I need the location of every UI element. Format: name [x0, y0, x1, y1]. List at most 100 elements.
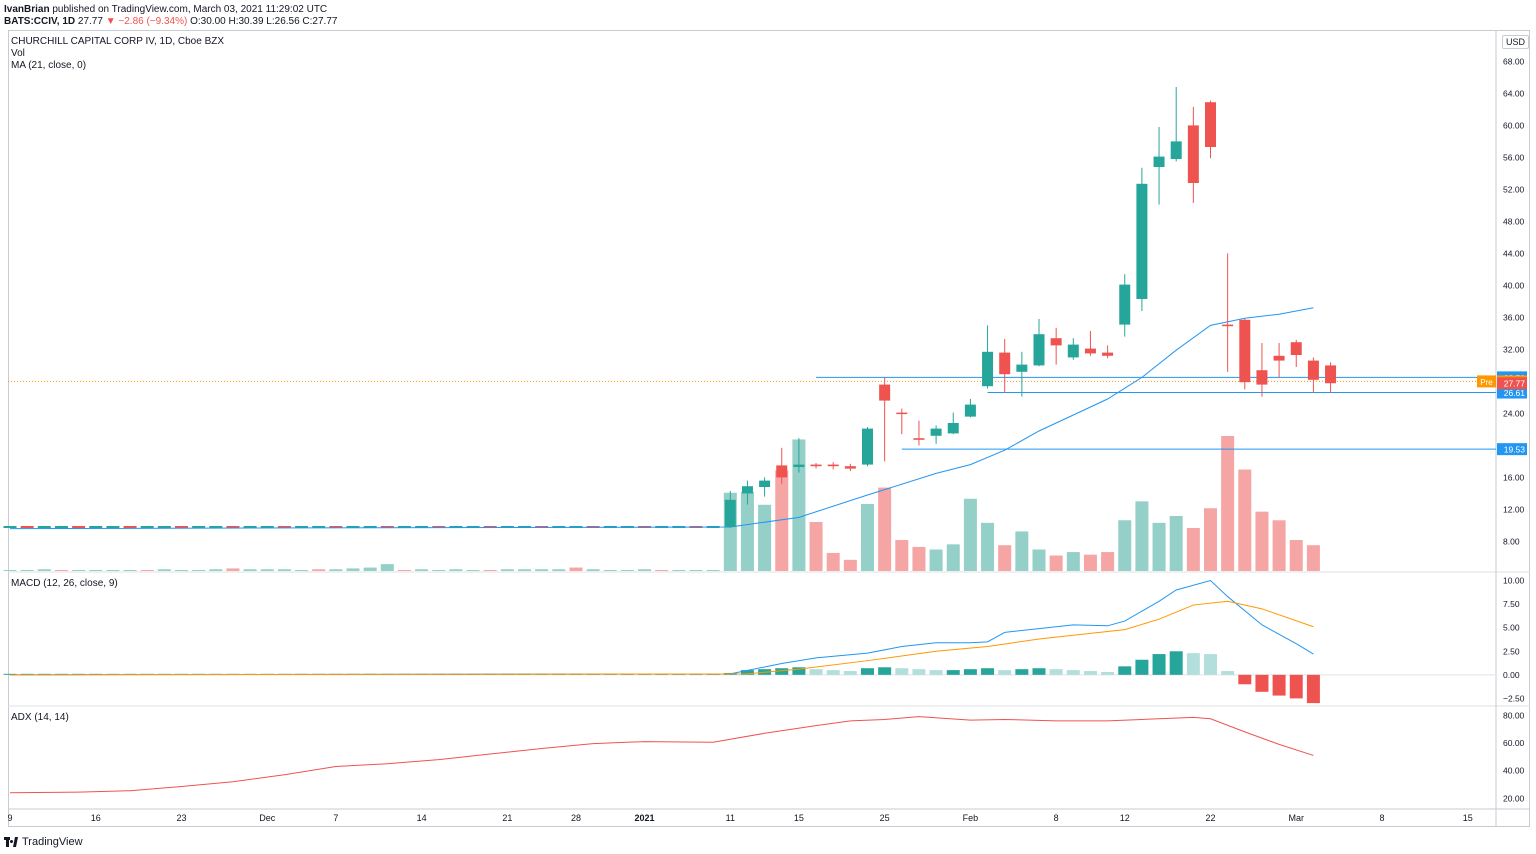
macd-axis-tick: 7.50: [1503, 599, 1520, 609]
time-axis-tick: 22: [1205, 813, 1215, 823]
candle: [827, 464, 839, 467]
candle: [741, 486, 753, 494]
candle: [483, 526, 497, 528]
price-axis-tick: 40.00: [1503, 280, 1525, 290]
candle: [1084, 348, 1096, 354]
time-axis-tick: 12: [1120, 813, 1130, 823]
candle: [1050, 338, 1062, 346]
macd-histogram-bar: [1169, 651, 1183, 675]
volume-bar: [929, 549, 943, 571]
volume-bar: [603, 570, 617, 571]
tradingview-logo-icon: [4, 837, 18, 847]
candle: [810, 464, 822, 467]
volume-bar: [209, 569, 223, 571]
time-axis-tick: 16: [91, 813, 101, 823]
time-axis-tick: 28: [571, 813, 581, 823]
volume-bar: [861, 503, 874, 571]
price-axis-tick: 12.00: [1503, 504, 1525, 514]
macd-histogram-bar: [1152, 654, 1166, 675]
volume-bar: [346, 568, 360, 571]
tradingview-brand[interactable]: TradingView: [4, 836, 83, 848]
candle: [37, 526, 51, 528]
volume-bar: [89, 570, 103, 571]
volume-bar: [277, 569, 291, 571]
candle: [1222, 324, 1234, 327]
candle: [72, 526, 86, 528]
volume-bar: [175, 570, 188, 571]
candle: [106, 526, 120, 528]
volume-bar: [140, 570, 154, 571]
volume-bar: [706, 570, 720, 571]
level-price-label-bg: [1497, 443, 1527, 456]
candle: [982, 351, 994, 387]
volume-bar: [758, 504, 772, 571]
volume-bar: [1204, 508, 1217, 571]
volume-bar: [157, 569, 171, 571]
volume-bar: [689, 570, 703, 571]
volume-bar: [226, 568, 240, 571]
candle: [1119, 284, 1131, 325]
macd-histogram-bar: [792, 667, 806, 675]
time-axis-tick: 21: [502, 813, 512, 823]
candle: [759, 480, 771, 487]
candle: [123, 526, 137, 528]
volume-bar: [998, 545, 1012, 571]
publish-line: IvanBrian published on TradingView.com, …: [4, 4, 327, 15]
pre-market-price-label-prefix-bg: [1477, 375, 1496, 388]
volume-bar: [826, 552, 840, 571]
price-change: ▼ −2.86 (−9.34%): [105, 16, 188, 27]
candle: [140, 526, 154, 528]
volume-bar: [895, 540, 909, 571]
macd-histogram-bar: [861, 668, 874, 675]
volume-bar: [1066, 552, 1080, 571]
macd-histogram-bar: [1083, 671, 1097, 675]
macd-histogram-bar: [1272, 674, 1286, 696]
volume-bar: [312, 569, 326, 571]
price-axis-tick: 44.00: [1503, 248, 1525, 258]
currency-badge[interactable]: USD: [1502, 35, 1530, 49]
volume-bar: [192, 570, 206, 571]
time-axis-tick: 11: [726, 813, 735, 823]
macd-histogram-bar: [946, 670, 960, 675]
volume-bar: [243, 569, 257, 571]
macd-histogram-bar: [963, 669, 977, 675]
macd-histogram-bar: [1049, 669, 1063, 675]
candle: [862, 428, 873, 465]
price-axis-tick: 68.00: [1503, 56, 1525, 66]
last-price: 27.77: [77, 16, 103, 27]
candle: [1136, 183, 1148, 299]
pre-market-price-label-prefix: Pre: [1480, 378, 1493, 387]
time-axis-tick: Dec: [259, 813, 276, 823]
volume-bar: [1306, 545, 1320, 571]
candle: [1239, 319, 1251, 383]
candle: [1205, 102, 1216, 147]
macd-histogram-bar: [740, 670, 754, 675]
volume-bar: [380, 564, 394, 571]
macd-histogram-bar: [1101, 672, 1115, 675]
time-axis-tick: Feb: [963, 813, 979, 823]
level-price-label-bg: [1497, 386, 1527, 399]
publish-info: published on TradingView.com, March 03, …: [52, 4, 328, 15]
volume-bar: [809, 521, 823, 571]
price-axis-tick: 48.00: [1503, 216, 1525, 226]
macd-histogram-bar: [1015, 669, 1029, 675]
candle: [1290, 342, 1302, 355]
candle: [999, 352, 1011, 375]
price-axis-tick: 52.00: [1503, 184, 1525, 194]
candle: [380, 526, 394, 528]
ohlc-values: O:30.00 H:30.39 L:26.56 C:27.77: [190, 16, 338, 27]
volume-bar: [72, 570, 86, 571]
volume-bar: [500, 569, 514, 571]
time-axis-tick: 15: [794, 813, 804, 823]
volume-bar: [1015, 531, 1029, 571]
macd-histogram-bar: [1306, 674, 1320, 704]
ma21-line: [9, 307, 1314, 530]
publisher-name[interactable]: IvanBrian: [4, 4, 50, 15]
candle: [209, 526, 223, 528]
candle: [192, 526, 206, 528]
candle: [3, 526, 17, 528]
price-axis-tick: 8.00: [1503, 536, 1520, 546]
candle: [89, 526, 103, 528]
tradingview-label: TradingView: [22, 836, 83, 848]
